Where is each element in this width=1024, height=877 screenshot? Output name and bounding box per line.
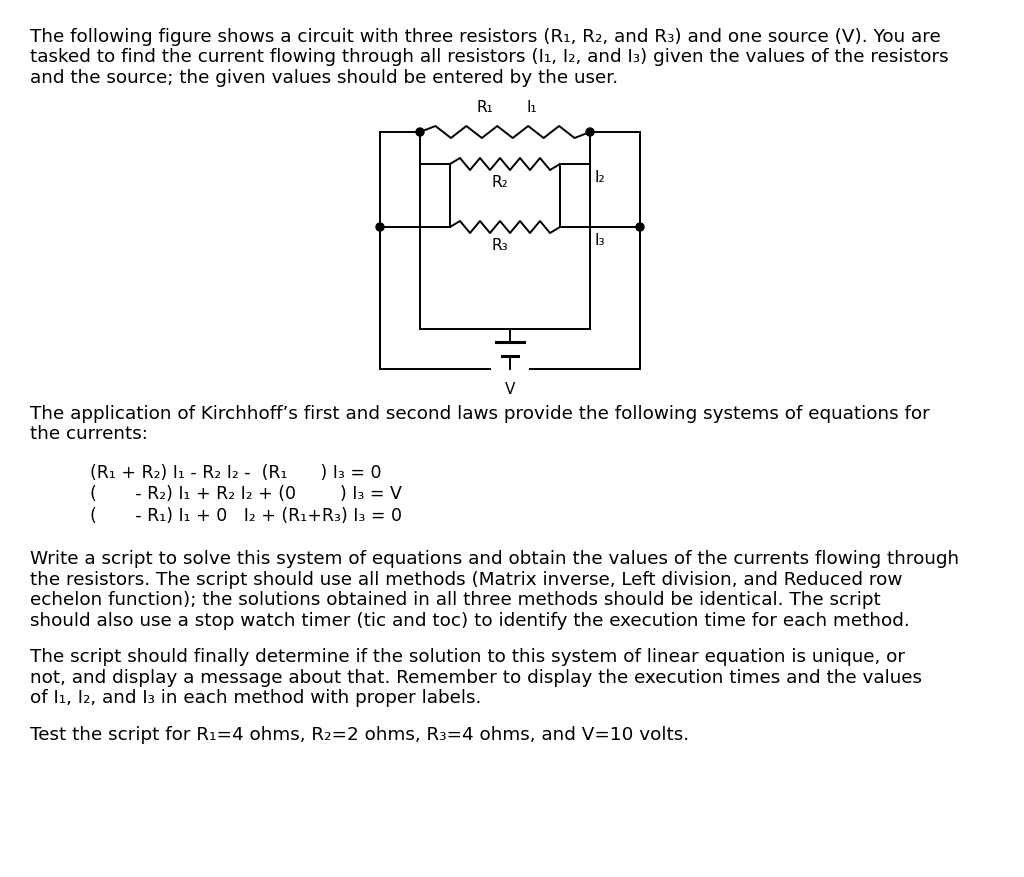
Text: should also use a stop watch timer (tic and toc) to identify the execution time : should also use a stop watch timer (tic …: [30, 611, 909, 629]
Text: echelon function); the solutions obtained in all three methods should be identic: echelon function); the solutions obtaine…: [30, 591, 881, 609]
Text: the resistors. The script should use all methods (Matrix inverse, Left division,: the resistors. The script should use all…: [30, 570, 902, 588]
Text: (       - R₁) I₁ + 0   I₂ + (R₁+R₃) I₃ = 0: ( - R₁) I₁ + 0 I₂ + (R₁+R₃) I₃ = 0: [90, 506, 402, 524]
Text: (R₁ + R₂) I₁ - R₂ I₂ -  (R₁      ) I₃ = 0: (R₁ + R₂) I₁ - R₂ I₂ - (R₁ ) I₃ = 0: [90, 463, 382, 481]
Circle shape: [586, 129, 594, 137]
Text: The script should finally determine if the solution to this system of linear equ: The script should finally determine if t…: [30, 647, 905, 666]
Text: the currents:: the currents:: [30, 425, 147, 443]
Text: Write a script to solve this system of equations and obtain the values of the cu: Write a script to solve this system of e…: [30, 550, 959, 567]
Circle shape: [416, 129, 424, 137]
Text: not, and display a message about that. Remember to display the execution times a: not, and display a message about that. R…: [30, 668, 922, 686]
Text: The application of Kirchhoff’s first and second laws provide the following syste: The application of Kirchhoff’s first and…: [30, 404, 930, 423]
Text: I₂: I₂: [595, 170, 605, 185]
Text: R₂: R₂: [492, 175, 508, 189]
Text: and the source; the given values should be entered by the user.: and the source; the given values should …: [30, 68, 618, 87]
Text: Test the script for R₁=4 ohms, R₂=2 ohms, R₃=4 ohms, and V=10 volts.: Test the script for R₁=4 ohms, R₂=2 ohms…: [30, 724, 689, 743]
Text: I₁: I₁: [527, 100, 538, 115]
Text: of I₁, I₂, and I₃ in each method with proper labels.: of I₁, I₂, and I₃ in each method with pr…: [30, 688, 481, 706]
Text: R₃: R₃: [492, 238, 508, 253]
Text: R₁: R₁: [476, 100, 494, 115]
Text: The following figure shows a circuit with three resistors (R₁, R₂, and R₃) and o: The following figure shows a circuit wit…: [30, 28, 941, 46]
Circle shape: [376, 224, 384, 232]
Circle shape: [636, 224, 644, 232]
Text: I₃: I₃: [595, 232, 605, 247]
Text: V: V: [505, 381, 515, 396]
Text: tasked to find the current flowing through all resistors (I₁, I₂, and I₃) given : tasked to find the current flowing throu…: [30, 48, 948, 67]
Text: (       - R₂) I₁ + R₂ I₂ + (0        ) I₃ = V: ( - R₂) I₁ + R₂ I₂ + (0 ) I₃ = V: [90, 485, 401, 503]
